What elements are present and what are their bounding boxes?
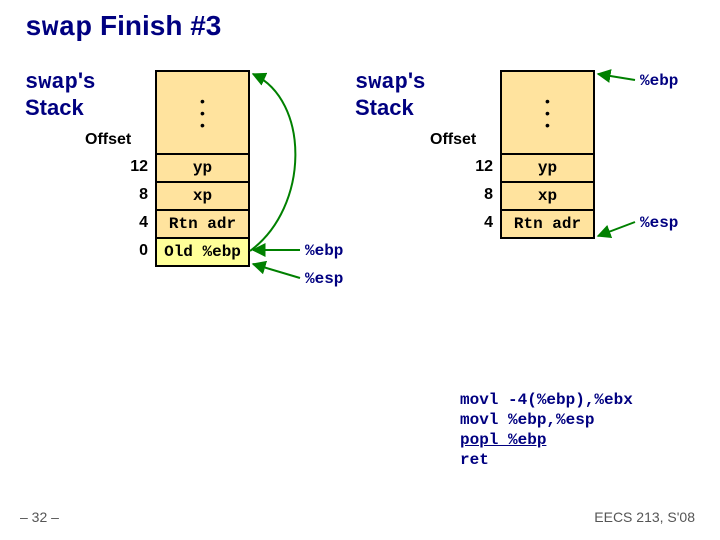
right-dots-cell: ••• [500,70,595,155]
right-offset-label: Offset [430,131,476,149]
right-esp-label: %esp [640,214,678,232]
right-offset-2: 4 [465,214,493,232]
footer-right: EECS 213, S'08 [594,509,695,525]
left-offset-3: 0 [120,242,148,260]
left-offset-label: Offset [85,131,131,149]
right-ebp-label: %ebp [640,72,678,90]
right-cell-2: Rtn adr [500,209,595,239]
code-line-1: movl %ebp,%esp [460,410,633,430]
right-stack-label-code: swap [355,70,408,95]
left-cell-3: Old %ebp [155,237,250,267]
title-rest: Finish #3 [92,10,221,41]
footer-left: – 32 – [20,509,59,525]
left-offset-2: 4 [120,214,148,232]
right-offset-0: 12 [465,158,493,176]
slide-title: swap Finish #3 [25,10,221,44]
left-cell-0: yp [155,153,250,183]
right-stack-label: swap's Stack [355,68,425,121]
left-ebp-label: %ebp [305,242,343,260]
code-line-0: movl -4(%ebp),%ebx [460,390,633,410]
left-cell-2: Rtn adr [155,209,250,239]
left-dots-cell: ••• [155,70,250,155]
left-offset-0: 12 [120,158,148,176]
title-code: swap [25,13,92,44]
right-cell-1: xp [500,181,595,211]
code-line-2: popl %ebp [460,430,633,450]
left-esp-label: %esp [305,270,343,288]
left-stack-label-code: swap [25,70,78,95]
left-cell-1: xp [155,181,250,211]
code-line-3: ret [460,450,633,470]
asm-code: movl -4(%ebp),%ebxmovl %ebp,%esppopl %eb… [460,390,633,470]
right-cell-0: yp [500,153,595,183]
left-offset-1: 8 [120,186,148,204]
right-offset-1: 8 [465,186,493,204]
left-stack-label: swap's Stack [25,68,95,121]
